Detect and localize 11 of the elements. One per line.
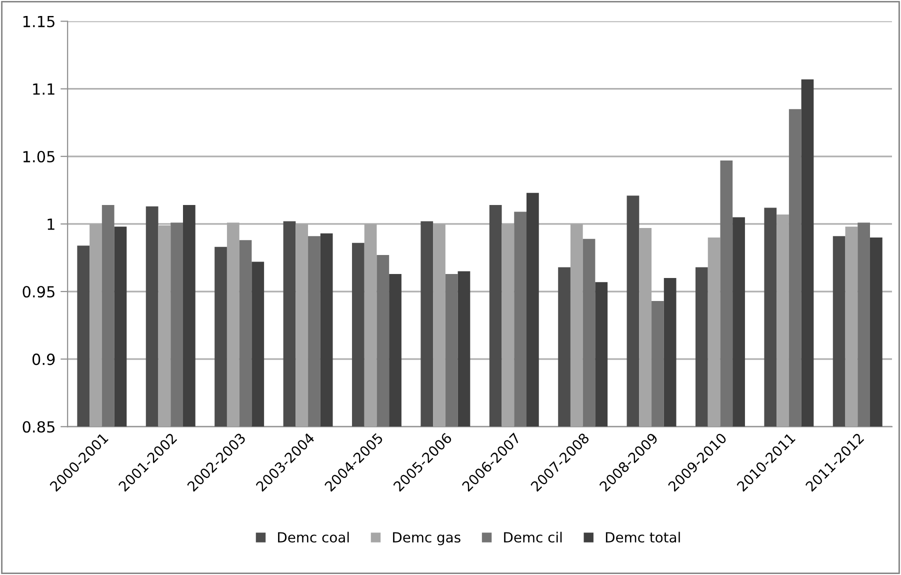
y-tick-label: 0.9 [32,354,55,366]
legend-label: Demc gas [393,532,460,546]
y-tick-label: 0.85 [22,421,54,433]
y-tick-label: 1.1 [33,84,54,95]
legend-label: Demc total [606,532,680,543]
y-tick-label: 1.05 [23,150,54,162]
legend-label: Demc coal [278,532,349,543]
y-tick-label: 0.95 [22,286,54,298]
y-tick-label: 1 [48,218,54,230]
legend-label: Demc cil [504,532,562,543]
y-tick-label: 1.15 [23,16,54,28]
